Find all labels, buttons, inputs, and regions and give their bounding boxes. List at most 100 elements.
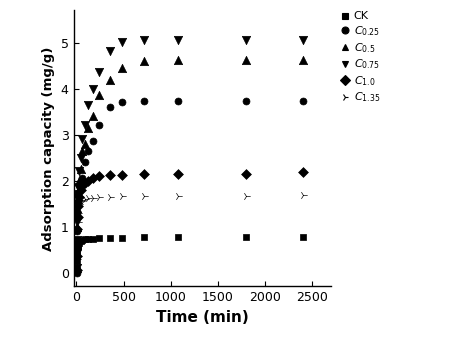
- Point: [90, 138, 97, 143]
- Point: [77, 155, 84, 160]
- Point: [95, 194, 102, 200]
- Point: [174, 193, 182, 198]
- Point: [140, 58, 148, 64]
- Point: [78, 238, 85, 243]
- Point: [106, 235, 114, 241]
- Point: [90, 86, 97, 91]
- Point: [95, 235, 102, 241]
- Point: [73, 265, 80, 271]
- Point: [174, 37, 182, 42]
- Point: [73, 201, 81, 206]
- Point: [118, 39, 125, 45]
- Point: [95, 92, 102, 97]
- Point: [73, 267, 80, 273]
- Point: [73, 228, 80, 234]
- Point: [77, 178, 84, 183]
- Point: [74, 245, 81, 250]
- Point: [242, 193, 249, 198]
- X-axis label: Time (min): Time (min): [156, 310, 248, 325]
- Point: [242, 38, 249, 43]
- Point: [298, 169, 306, 175]
- Point: [140, 38, 148, 43]
- Point: [74, 242, 82, 248]
- Point: [74, 198, 81, 204]
- Point: [118, 100, 125, 105]
- Point: [75, 183, 83, 188]
- Point: [298, 38, 306, 43]
- Point: [74, 191, 81, 197]
- Point: [74, 210, 82, 216]
- Point: [106, 48, 114, 53]
- Point: [73, 247, 80, 252]
- Point: [73, 267, 80, 273]
- Point: [84, 236, 91, 242]
- Point: [81, 159, 89, 165]
- Point: [73, 242, 80, 248]
- Point: [298, 57, 306, 63]
- Point: [90, 176, 97, 181]
- Point: [78, 148, 85, 154]
- Point: [77, 187, 84, 193]
- Point: [73, 238, 80, 243]
- Point: [84, 102, 91, 107]
- Point: [140, 171, 148, 177]
- Point: [75, 240, 83, 245]
- Point: [74, 191, 82, 197]
- Point: [75, 178, 83, 183]
- Point: [74, 215, 81, 220]
- Point: [73, 228, 81, 234]
- Point: [74, 196, 81, 202]
- Point: [90, 114, 97, 119]
- Point: [81, 196, 89, 202]
- Point: [73, 240, 80, 245]
- Point: [84, 178, 91, 183]
- Point: [74, 189, 82, 195]
- Point: [298, 193, 306, 198]
- Point: [242, 98, 249, 104]
- Point: [77, 198, 84, 204]
- Point: [74, 219, 81, 225]
- Point: [298, 234, 306, 240]
- Point: [73, 210, 81, 216]
- Point: [73, 258, 80, 264]
- Y-axis label: Adsorption capacity (mg/g): Adsorption capacity (mg/g): [42, 46, 55, 250]
- Point: [73, 242, 80, 248]
- Point: [174, 98, 182, 104]
- Point: [118, 194, 125, 199]
- Point: [242, 234, 249, 240]
- Point: [78, 136, 85, 142]
- Point: [84, 125, 91, 130]
- Point: [73, 219, 80, 225]
- Point: [118, 172, 125, 177]
- Point: [77, 238, 84, 244]
- Point: [90, 195, 97, 200]
- Point: [174, 234, 182, 240]
- Point: [118, 235, 125, 240]
- Point: [73, 205, 81, 211]
- Legend: CK, $C_{0.25}$, $C_{0.5}$, $C_{0.75}$, $C_{1.0}$, $C_{1.35}$: CK, $C_{0.25}$, $C_{0.5}$, $C_{0.75}$, $…: [339, 10, 381, 106]
- Point: [106, 78, 114, 83]
- Point: [174, 57, 182, 63]
- Point: [73, 267, 80, 273]
- Point: [75, 194, 83, 199]
- Point: [84, 195, 91, 201]
- Point: [118, 65, 125, 71]
- Point: [73, 226, 81, 231]
- Point: [75, 169, 83, 174]
- Point: [73, 256, 80, 262]
- Point: [95, 122, 102, 128]
- Point: [73, 254, 80, 259]
- Point: [81, 180, 89, 186]
- Point: [106, 104, 114, 110]
- Point: [73, 224, 80, 229]
- Point: [174, 171, 182, 176]
- Point: [81, 122, 89, 128]
- Point: [77, 166, 84, 172]
- Point: [242, 57, 249, 63]
- Point: [90, 236, 97, 241]
- Point: [81, 237, 89, 242]
- Point: [75, 202, 83, 207]
- Point: [140, 234, 148, 240]
- Point: [106, 194, 114, 199]
- Point: [74, 185, 82, 190]
